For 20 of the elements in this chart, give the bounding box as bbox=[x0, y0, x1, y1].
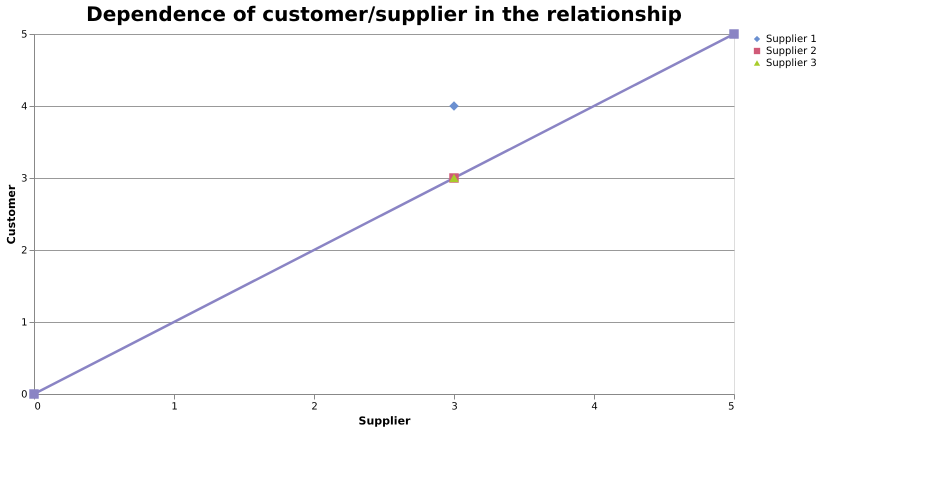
y-tick-label: 2 bbox=[21, 246, 28, 256]
x-tick-label: 2 bbox=[311, 402, 318, 412]
x-tick-label: 0 bbox=[34, 402, 41, 412]
point bbox=[729, 29, 739, 39]
chart-title: Dependence of customer/supplier in the relationship bbox=[86, 2, 682, 26]
y-axis-title: Customer bbox=[5, 184, 18, 244]
y-tick-label: 0 bbox=[21, 390, 28, 400]
x-tick-label: 4 bbox=[591, 402, 598, 412]
legend-label: Supplier 1 bbox=[766, 34, 817, 45]
y-tick-label: 4 bbox=[21, 102, 28, 112]
point bbox=[449, 101, 459, 111]
y-tick-label: 1 bbox=[21, 318, 28, 328]
x-tick-label: 1 bbox=[171, 402, 178, 412]
y-tick-label: 3 bbox=[21, 174, 28, 184]
x-axis-title: Supplier bbox=[358, 414, 412, 428]
y-tick-label: 5 bbox=[21, 30, 28, 40]
x-tick-label: 5 bbox=[728, 402, 734, 412]
legend-label: Supplier 2 bbox=[766, 46, 817, 57]
x-tick-label: 3 bbox=[451, 402, 458, 412]
legend-label: Supplier 3 bbox=[766, 58, 817, 69]
